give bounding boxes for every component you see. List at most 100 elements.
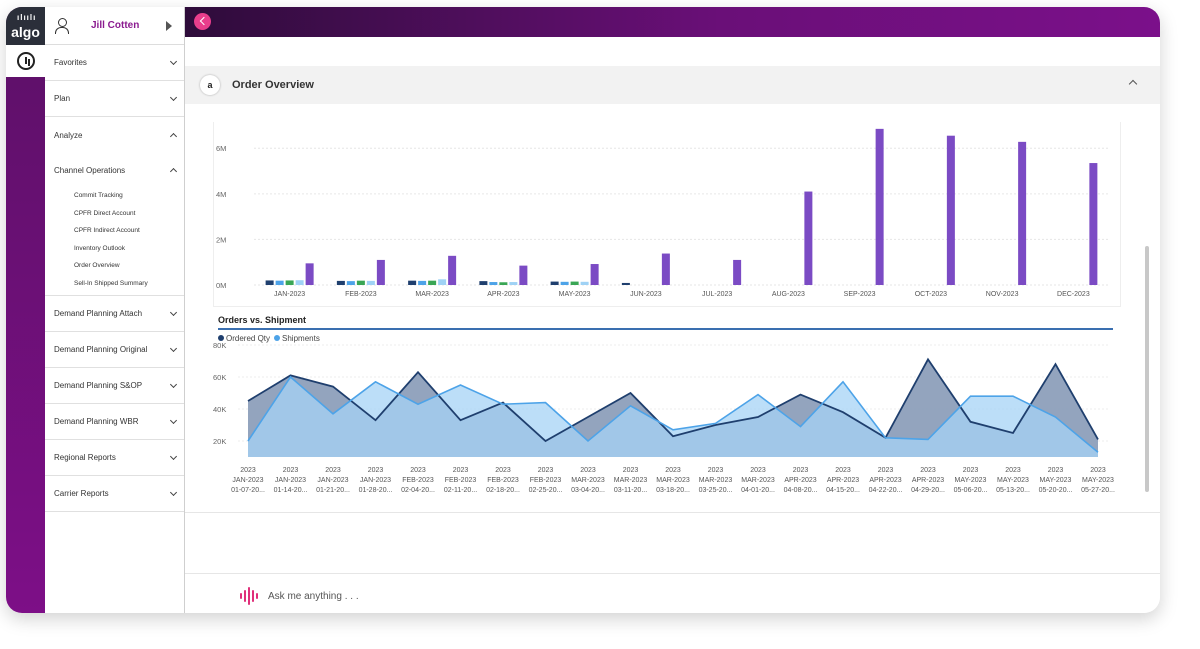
back-button[interactable] <box>194 13 211 30</box>
legend-item-ordered-qty[interactable]: Ordered Qty <box>218 334 270 343</box>
sidebar-item-demand-planning-wbr[interactable]: Demand Planning WBR <box>45 404 184 440</box>
sidebar-link-inventory-outlook[interactable]: Inventory Outlook <box>74 244 125 252</box>
sidebar-item-label: Plan <box>54 94 71 103</box>
app-window: ılıılı algo Jill Cotten Favorites Plan A… <box>6 7 1160 613</box>
sidebar-item-demand-planning-sop[interactable]: Demand Planning S&OP <box>45 368 184 404</box>
x-tick-label: OCT-2023 <box>915 291 947 298</box>
chevron-down-icon <box>169 452 178 460</box>
sidebar: Jill Cotten Favorites Plan Analyze Chann… <box>45 7 185 613</box>
sidebar-item-analyze[interactable]: Analyze <box>45 117 184 153</box>
x-tick-label: FEB-2023 <box>530 477 562 484</box>
bar <box>366 280 375 285</box>
sidebar-item-plan[interactable]: Plan <box>45 81 184 117</box>
x-tick-label: 2023 <box>623 467 639 474</box>
sidebar-item-label: Favorites <box>54 58 87 67</box>
x-tick-label: 2023 <box>708 467 724 474</box>
x-tick-label: MAR-2023 <box>699 477 733 484</box>
bar <box>489 282 498 285</box>
y-tick-label: 40K <box>213 405 226 414</box>
x-tick-label: 03-11-20... <box>614 487 647 494</box>
bar <box>733 259 742 285</box>
x-tick-label: 04-22-20... <box>869 487 903 494</box>
bar <box>804 191 813 285</box>
x-tick-label: MAY-2023 <box>955 477 987 484</box>
expand-arrow-icon[interactable] <box>166 20 172 31</box>
x-tick-label: 2023 <box>1048 467 1064 474</box>
vertical-scrollbar[interactable] <box>1145 246 1149 492</box>
x-tick-label: 2023 <box>240 467 256 474</box>
x-tick-label: 02-11-20... <box>444 487 477 494</box>
legend-item-shipments[interactable]: Shipments <box>274 334 320 343</box>
bar <box>946 135 955 285</box>
x-tick-label: 2023 <box>878 467 894 474</box>
bar <box>356 280 365 285</box>
x-tick-label: MAY-2023 <box>997 477 1029 484</box>
chevron-down-icon <box>169 57 178 65</box>
bar <box>438 279 447 285</box>
algo-logo[interactable]: ılıılı algo <box>6 7 45 45</box>
x-tick-label: 04-01-20... <box>741 487 775 494</box>
voice-wave-icon[interactable] <box>240 587 258 605</box>
divider <box>185 512 1160 513</box>
ask-input[interactable]: Ask me anything . . . <box>268 590 359 602</box>
sidebar-link-sell-in-shipped-summary[interactable]: Sell-In Shipped Summary <box>74 279 148 287</box>
x-tick-label: JUN-2023 <box>630 291 662 298</box>
y-tick-label: 0M <box>216 281 226 290</box>
x-tick-label: MAR-2023 <box>656 477 690 484</box>
bar <box>408 280 417 285</box>
chevron-down-icon <box>169 416 178 424</box>
assistant-icon[interactable] <box>6 45 45 77</box>
bar <box>336 280 345 285</box>
bar <box>265 280 274 285</box>
sidebar-item-channel-operations[interactable]: Channel Operations <box>45 153 184 187</box>
y-tick-label: 4M <box>216 190 226 199</box>
sidebar-item-demand-planning-original[interactable]: Demand Planning Original <box>45 332 184 368</box>
sidebar-link-cpfr-indirect-account[interactable]: CPFR Indirect Account <box>74 227 140 235</box>
bar <box>560 281 569 285</box>
sidebar-link-cpfr-direct-account[interactable]: CPFR Direct Account <box>74 209 136 217</box>
sidebar-item-demand-planning-attach[interactable]: Demand Planning Attach <box>45 296 184 332</box>
top-bar <box>185 7 1160 37</box>
x-tick-label: 2023 <box>750 467 766 474</box>
x-tick-label: FEB-2023 <box>345 291 377 298</box>
bar <box>295 280 304 285</box>
x-tick-label: FEB-2023 <box>445 477 477 484</box>
x-tick-label: SEP-2023 <box>844 291 876 298</box>
x-tick-label: MAR-2023 <box>614 477 648 484</box>
x-tick-label: 2023 <box>1090 467 1106 474</box>
divider <box>185 573 1160 574</box>
y-tick-label: 60K <box>213 373 226 382</box>
chart-title: Orders vs. Shipment <box>218 315 307 325</box>
x-tick-label: JAN-2023 <box>360 477 391 484</box>
chevron-down-icon <box>169 344 178 352</box>
x-tick-label: DEC-2023 <box>1057 291 1090 298</box>
chevron-down-icon <box>169 93 178 101</box>
y-tick-label: 80K <box>213 341 226 350</box>
chevron-down-icon <box>169 308 178 316</box>
sidebar-item-regional-reports[interactable]: Regional Reports <box>45 440 184 476</box>
sidebar-item-label: Demand Planning S&OP <box>54 381 143 390</box>
x-tick-label: 2023 <box>538 467 554 474</box>
sidebar-item-carrier-reports[interactable]: Carrier Reports <box>45 476 184 512</box>
collapse-panel-button[interactable] <box>1128 79 1138 89</box>
x-tick-label: JAN-2023 <box>232 477 263 484</box>
chart-legend: Ordered Qty Shipments <box>218 334 320 343</box>
sidebar-link-order-overview[interactable]: Order Overview <box>74 262 120 270</box>
y-tick-label: 2M <box>216 235 226 244</box>
logo-text: algo <box>11 24 40 40</box>
sidebar-item-favorites[interactable]: Favorites <box>45 45 184 81</box>
main-area: a Order Overview 0M 2M 4M 6M JAN-2023 FEB-202… <box>185 7 1160 613</box>
x-tick-label: 03-18-20... <box>656 487 690 494</box>
ask-bar[interactable]: Ask me anything . . . <box>240 587 359 605</box>
sidebar-item-label: Regional Reports <box>54 453 116 462</box>
sidebar-link-commit-tracking[interactable]: Commit Tracking <box>74 192 123 200</box>
bar <box>875 128 884 285</box>
algo-ai-icon: a <box>200 75 220 95</box>
x-tick-label: 2023 <box>835 467 851 474</box>
user-profile[interactable]: Jill Cotten <box>45 7 184 45</box>
x-tick-label: 2023 <box>1005 467 1021 474</box>
x-tick-label: 2023 <box>665 467 681 474</box>
bar <box>285 280 294 285</box>
sidebar-item-label: Analyze <box>54 130 83 140</box>
bar <box>448 255 457 285</box>
